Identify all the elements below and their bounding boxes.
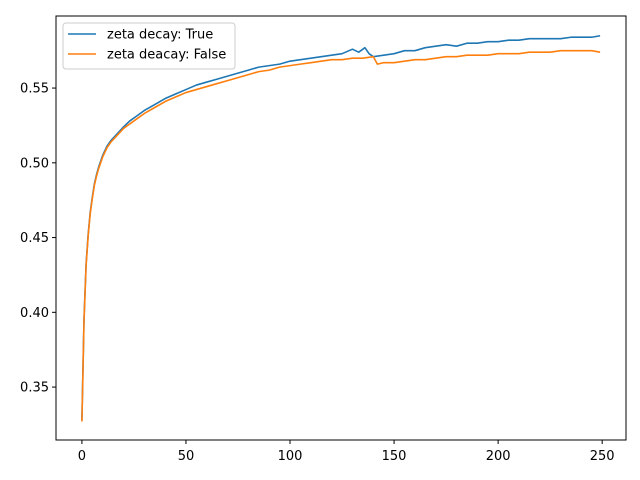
y-tick-label: 0.45	[20, 231, 49, 246]
axes-frame	[55, 15, 627, 441]
x-tick-label: 0	[78, 449, 86, 464]
y-tick-label: 0.55	[20, 82, 49, 97]
legend: zeta decay: True zeta deacay: False	[62, 22, 236, 70]
x-tick-label: 50	[178, 449, 195, 464]
series-line-2	[81, 49, 601, 422]
plot-lines	[81, 34, 601, 422]
x-axis: 0 50 100 150 200 250	[78, 440, 615, 464]
x-tick-label: 200	[486, 449, 511, 464]
x-tick-label: 100	[278, 449, 303, 464]
x-tick-label: 150	[382, 449, 407, 464]
x-tick-label: 250	[590, 449, 615, 464]
y-tick-label: 0.40	[20, 306, 49, 321]
y-tick-label: 0.35	[20, 381, 49, 396]
y-tick-label: 0.50	[20, 156, 49, 171]
legend-box	[62, 22, 236, 70]
legend-label-series-2: zeta deacay: False	[107, 48, 226, 63]
legend-label-series-1: zeta decay: True	[107, 28, 213, 43]
y-axis: 0.35 0.40 0.45 0.50 0.55	[20, 82, 56, 396]
